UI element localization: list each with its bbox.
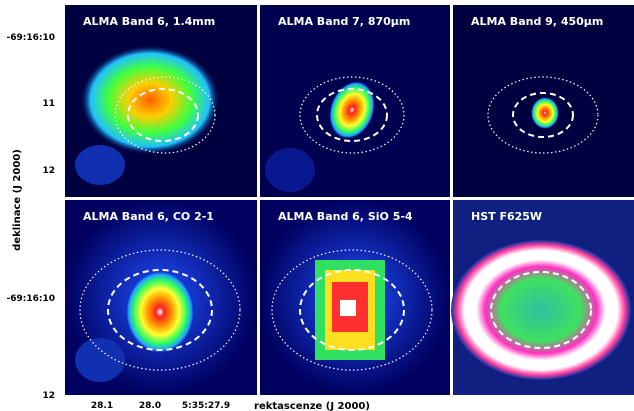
y-tick-label: 12 [42, 391, 55, 401]
panel: ALMA Band 7, 870μm [260, 5, 450, 197]
y-tick-label: 12 [42, 166, 55, 176]
y-axis-label: deklinace (J 2000) [12, 149, 23, 251]
panel: HST F625W [451, 200, 634, 395]
x-tick-label: 28.0 [139, 401, 161, 411]
x-axis-label: rektascenze (J 2000) [254, 401, 370, 411]
panel-title: ALMA Band 6, 1.4mm [83, 15, 215, 28]
panel-title: ALMA Band 6, CO 2-1 [83, 210, 214, 223]
panel-title: ALMA Band 6, SiO 5-4 [278, 210, 413, 223]
panel-title: ALMA Band 9, 450μm [471, 15, 603, 28]
x-tick-label: 5:35:27.9 [182, 401, 230, 411]
panel-title: ALMA Band 7, 870μm [278, 15, 410, 28]
y-tick-label: 11 [42, 99, 55, 109]
panel: ALMA Band 6, CO 2-1 [65, 200, 257, 395]
y-tick-label: -69:16:10 [6, 33, 55, 43]
y-tick-label: -69:16:10 [6, 294, 55, 304]
panel-title: HST F625W [471, 210, 542, 223]
panel: ALMA Band 6, SiO 5-4 [260, 200, 450, 395]
x-tick-label: 28.1 [91, 401, 113, 411]
panel: ALMA Band 6, 1.4mm [65, 5, 257, 197]
panel: ALMA Band 9, 450μm [453, 5, 634, 197]
figure: ALMA Band 6, 1.4mm ALMA Band 7, 870μm AL… [0, 0, 634, 411]
